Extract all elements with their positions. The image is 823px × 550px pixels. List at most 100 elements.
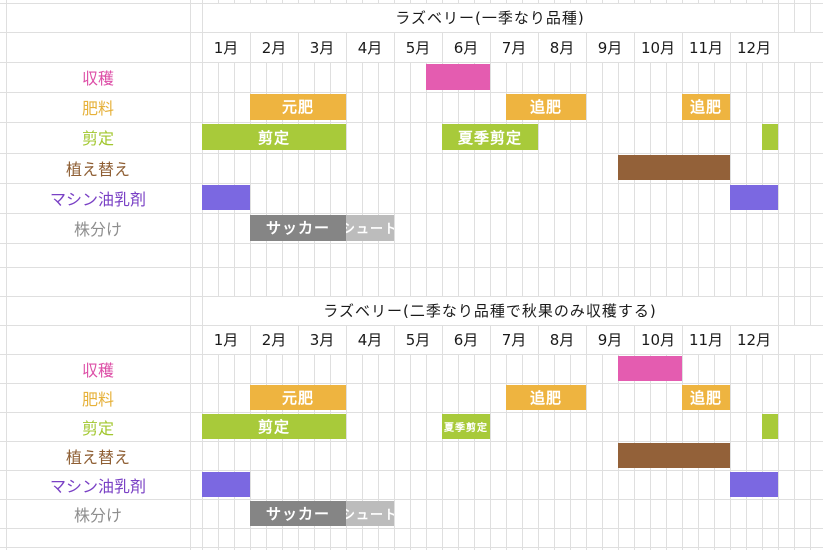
bar-fertilizer-2: 追肥 <box>505 385 586 410</box>
gridline <box>506 0 507 3</box>
gridline <box>650 0 651 3</box>
gridline <box>714 0 715 3</box>
gridline <box>0 412 823 413</box>
gridline <box>602 354 603 550</box>
gridline <box>6 0 7 550</box>
gridline <box>314 354 315 550</box>
row-label-harvest: 収穫 <box>81 69 114 89</box>
gridline <box>586 0 587 3</box>
gridline <box>394 325 395 354</box>
gridline <box>394 62 395 296</box>
gridline <box>778 325 779 354</box>
bar-machine-oil-spray-2 <box>730 472 778 497</box>
gridline <box>810 0 811 3</box>
gridline <box>762 62 763 296</box>
gridline <box>282 354 283 550</box>
chart-title-single-crop: ラズベリー(一季なり品種) <box>395 9 585 27</box>
gridline <box>250 32 251 62</box>
month-header-2: 2月 <box>261 38 287 57</box>
gridline <box>810 296 811 325</box>
gridline <box>474 0 475 3</box>
gridline <box>410 62 411 296</box>
month-header-9: 9月 <box>597 331 623 349</box>
bar-repotting-1 <box>618 443 730 468</box>
gridline <box>0 3 823 4</box>
gridline <box>442 0 443 3</box>
gridline <box>506 62 507 296</box>
gridline <box>0 441 823 442</box>
gridline <box>458 354 459 550</box>
bar-pruning-2: 夏季剪定 <box>442 124 538 150</box>
row-label-pruning: 剪定 <box>81 129 114 149</box>
row-label-division: 株分け <box>73 505 122 525</box>
gridline <box>394 354 395 550</box>
gridline <box>0 267 823 268</box>
row-label-fertilizer: 肥料 <box>81 389 114 409</box>
row-label-pruning: 剪定 <box>81 418 114 438</box>
gridline <box>218 0 219 3</box>
gridline <box>298 62 299 296</box>
gridline <box>586 62 587 296</box>
gridline <box>362 62 363 296</box>
month-header-1: 1月 <box>213 38 239 57</box>
gridline <box>490 325 491 354</box>
gridline <box>442 62 443 296</box>
bar-fertilizer-1: 元肥 <box>250 385 346 410</box>
gridline <box>602 62 603 296</box>
gridline <box>0 470 823 471</box>
gridline <box>346 62 347 296</box>
gridline <box>234 0 235 3</box>
gridline <box>762 0 763 3</box>
month-header-1: 1月 <box>213 331 239 349</box>
gridline <box>0 499 823 500</box>
bar-repotting-1 <box>618 154 730 181</box>
bar-pruning-1: 剪定 <box>202 414 346 439</box>
gridline <box>298 325 299 354</box>
gridline <box>202 325 203 354</box>
gridline <box>794 0 795 3</box>
gridline <box>0 296 823 297</box>
row-label-machine-oil-spray: マシン油乳剤 <box>49 189 146 209</box>
bar-machine-oil-spray-2 <box>730 184 778 211</box>
gridline <box>0 354 823 355</box>
gridline <box>250 0 251 3</box>
bar-machine-oil-spray-1 <box>202 184 250 211</box>
month-header-7: 7月 <box>501 38 527 57</box>
gridline <box>634 32 635 62</box>
gridline <box>490 354 491 550</box>
gridline <box>190 0 191 550</box>
gridline <box>362 0 363 3</box>
gridline <box>0 212 823 214</box>
gridline <box>810 62 811 296</box>
row-label-fertilizer: 肥料 <box>81 99 114 119</box>
gridline <box>570 0 571 3</box>
gridline <box>298 354 299 550</box>
gridline <box>346 325 347 354</box>
gridline <box>314 62 315 296</box>
month-header-10: 10月 <box>640 38 676 57</box>
gridline <box>682 32 683 62</box>
gridline <box>746 0 747 3</box>
gridline <box>778 0 779 3</box>
gridline <box>346 0 347 3</box>
gridline <box>426 0 427 3</box>
gridline <box>234 354 235 550</box>
gridline <box>794 296 795 325</box>
gridline <box>538 32 539 62</box>
bar-fertilizer-1: 元肥 <box>250 94 346 120</box>
gridline <box>730 325 731 354</box>
month-header-12: 12月 <box>736 38 772 57</box>
gridline <box>394 0 395 3</box>
gridline <box>730 354 731 550</box>
bar-pruning-1: 剪定 <box>202 124 346 150</box>
gridline <box>570 62 571 296</box>
month-header-11: 11月 <box>688 38 724 57</box>
bar-fertilizer-2: 追肥 <box>505 94 586 120</box>
bar-division-1: サッカー <box>250 214 346 241</box>
gridline <box>730 0 731 3</box>
month-header-10: 10月 <box>640 331 676 349</box>
gridline <box>250 62 251 296</box>
gridline <box>266 62 267 296</box>
gridline <box>666 0 667 3</box>
